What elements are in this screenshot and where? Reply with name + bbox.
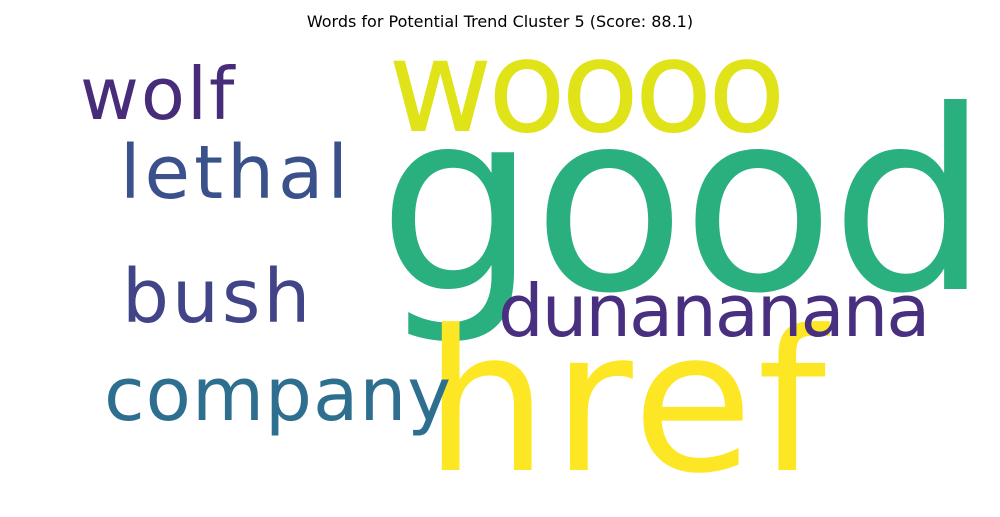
- word-lethal: lethal: [120, 130, 352, 216]
- word-woooo: woooo: [388, 13, 786, 162]
- word-href: href: [424, 289, 831, 517]
- word-dunananana: dunananana: [498, 269, 930, 353]
- word-bush: bush: [122, 254, 314, 340]
- word-wolf: wolf: [80, 52, 237, 136]
- word-good: good: [378, 57, 989, 348]
- word-company: company: [104, 352, 453, 438]
- word-cloud: good href woooo dunananana wolf lethal b…: [80, 13, 989, 517]
- title: Words for Potential Trend Cluster 5 (Sco…: [306, 12, 694, 31]
